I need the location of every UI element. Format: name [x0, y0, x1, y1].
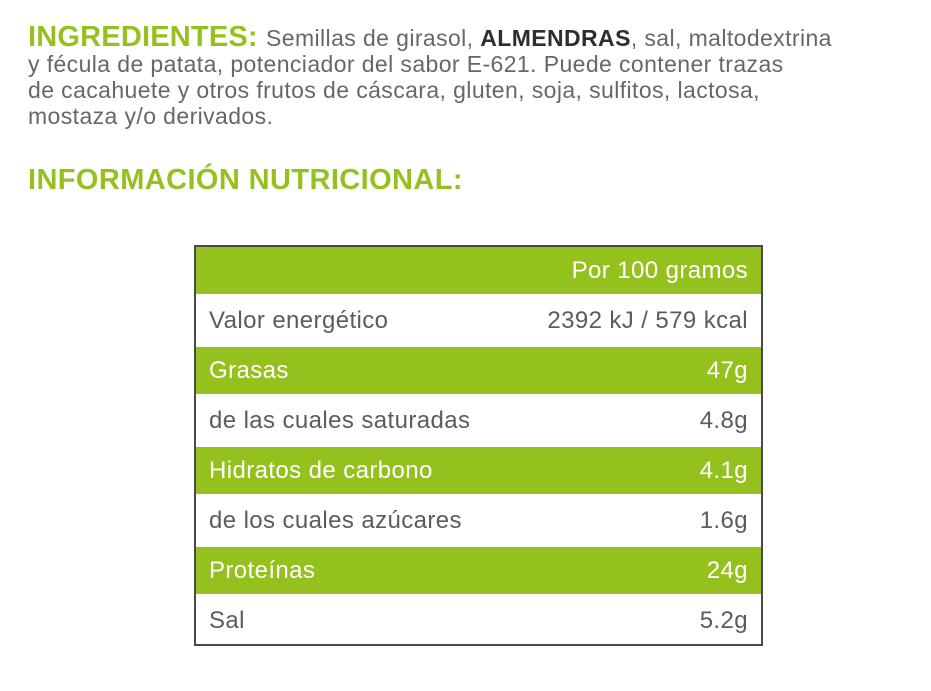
table-header-label: Por 100 gramos [571, 256, 748, 284]
table-row: Grasas 47g [196, 347, 761, 397]
row-label: Hidratos de carbono [209, 456, 433, 484]
row-value: 4.1g [699, 456, 748, 484]
table-row: Valor energético 2392 kJ / 579 kcal [196, 297, 761, 347]
row-label: Grasas [209, 356, 289, 384]
ingredients-paragraph: INGREDIENTES: Semillas de girasol, ALMEN… [28, 21, 916, 130]
ingredients-text: , sal, maltodextrina [630, 25, 832, 51]
row-value: 47g [706, 356, 748, 384]
row-value: 1.6g [699, 506, 748, 534]
ingredients-line: de cacahuete y otros frutos de cáscara, … [28, 77, 916, 103]
table-row: Hidratos de carbono 4.1g [196, 447, 761, 497]
ingredients-text: de cacahuete y otros frutos de cáscara, … [28, 77, 760, 103]
row-label: de los cuales azúcares [209, 506, 462, 534]
table-row: Sal 5.2g [196, 597, 761, 644]
allergen-highlight: ALMENDRAS [480, 25, 631, 51]
ingredients-line: mostaza y/o derivados. [28, 103, 916, 129]
row-value: 24g [706, 556, 748, 584]
row-label: Valor energético [209, 306, 389, 334]
nutrition-table: Por 100 gramos Valor energético 2392 kJ /… [194, 245, 763, 646]
row-value: 4.8g [699, 406, 748, 434]
ingredients-line: y fécula de patata, potenciador del sabo… [28, 51, 916, 77]
table-header-row: Por 100 gramos [196, 247, 761, 297]
table-row: Proteínas 24g [196, 547, 761, 597]
table-row: de los cuales azúcares 1.6g [196, 497, 761, 547]
ingredients-text: y fécula de patata, potenciador del sabo… [28, 51, 784, 77]
ingredients-text: mostaza y/o derivados. [28, 103, 274, 129]
row-value: 5.2g [699, 606, 748, 634]
ingredients-label: INGREDIENTES: [28, 21, 267, 53]
ingredients-line: INGREDIENTES: Semillas de girasol, ALMEN… [28, 21, 916, 53]
row-label: de las cuales saturadas [209, 406, 471, 434]
row-label: Sal [209, 606, 245, 634]
row-value: 2392 kJ / 579 kcal [547, 306, 748, 334]
ingredients-text: Semillas de girasol, [266, 25, 481, 51]
section-title: INFORMACIÓN NUTRICIONAL: [28, 164, 463, 196]
row-label: Proteínas [209, 556, 316, 584]
table-row: de las cuales saturadas 4.8g [196, 397, 761, 447]
